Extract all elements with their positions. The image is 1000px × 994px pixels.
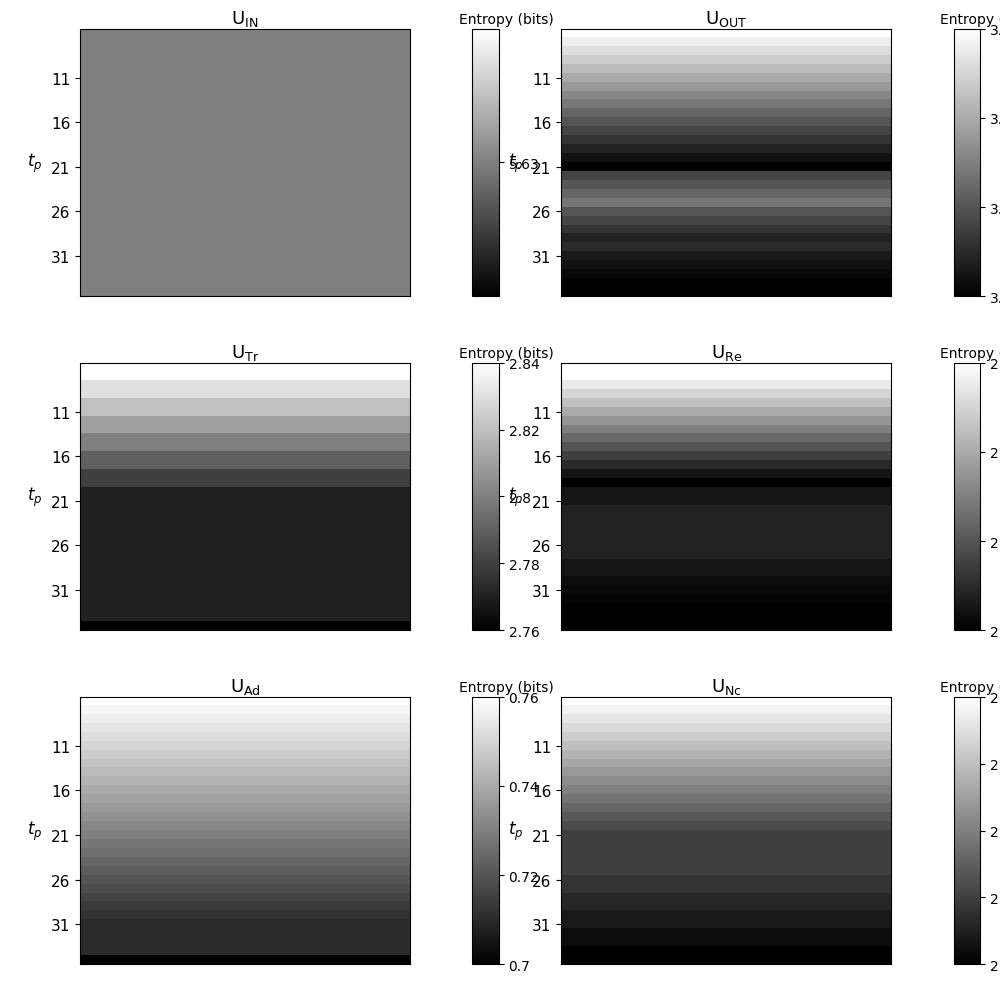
Text: Entropy (bits): Entropy (bits) (940, 347, 1000, 361)
Title: $\mathrm{U}_{\mathrm{IN}}$: $\mathrm{U}_{\mathrm{IN}}$ (231, 9, 259, 29)
Y-axis label: $t_p$: $t_p$ (508, 819, 523, 842)
Title: $\mathrm{U}_{\mathrm{Nc}}$: $\mathrm{U}_{\mathrm{Nc}}$ (711, 677, 742, 697)
Title: $\mathrm{U}_{\mathrm{Ad}}$: $\mathrm{U}_{\mathrm{Ad}}$ (230, 677, 260, 697)
Y-axis label: $t_p$: $t_p$ (508, 485, 523, 509)
Y-axis label: $t_p$: $t_p$ (27, 485, 42, 509)
Text: Entropy (bits): Entropy (bits) (459, 347, 554, 361)
Y-axis label: $t_p$: $t_p$ (27, 152, 42, 175)
Title: $\mathrm{U}_{\mathrm{Re}}$: $\mathrm{U}_{\mathrm{Re}}$ (711, 343, 742, 363)
Text: Entropy (bits): Entropy (bits) (459, 681, 554, 695)
Title: $\mathrm{U}_{\mathrm{OUT}}$: $\mathrm{U}_{\mathrm{OUT}}$ (705, 9, 747, 29)
Y-axis label: $t_p$: $t_p$ (508, 152, 523, 175)
Text: Entropy (bits): Entropy (bits) (459, 13, 554, 27)
Text: Entropy (bits): Entropy (bits) (940, 681, 1000, 695)
Title: $\mathrm{U}_{\mathrm{Tr}}$: $\mathrm{U}_{\mathrm{Tr}}$ (231, 343, 259, 363)
Text: Entropy (bits): Entropy (bits) (940, 13, 1000, 27)
Y-axis label: $t_p$: $t_p$ (27, 819, 42, 842)
